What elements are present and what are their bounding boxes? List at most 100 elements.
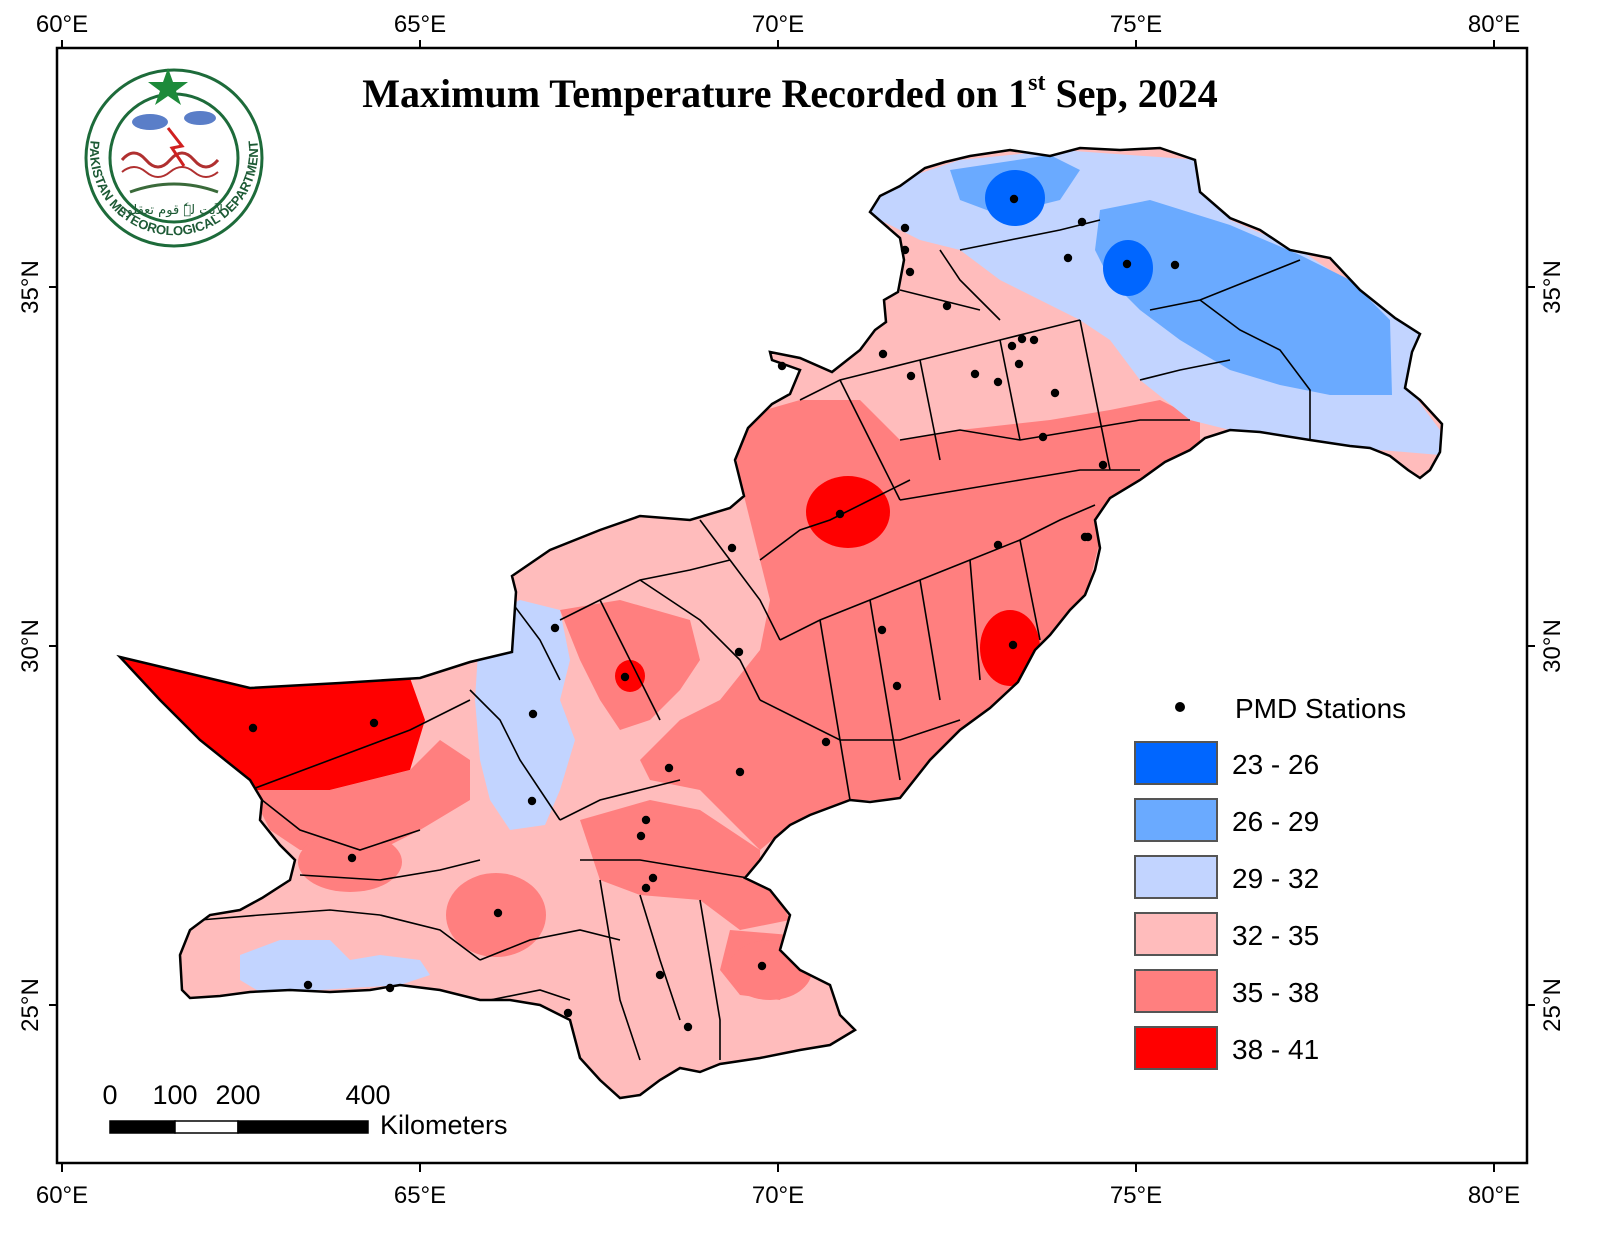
title-prefix: Maximum Temperature Recorded on 1 (362, 71, 1028, 116)
station-dot (727, 543, 737, 553)
district-line (639, 894, 681, 1021)
zone-38-41-west (120, 650, 425, 800)
station-dot (821, 737, 831, 747)
station-dot (620, 672, 630, 682)
legend-swatch (1134, 1026, 1218, 1070)
district-line (819, 619, 851, 801)
district-line (759, 479, 911, 561)
station-dot (900, 223, 910, 233)
lat-label-35-right: 35°N (1539, 260, 1566, 314)
logo-motto: لاَیت لہٗ قوم تعقلون (117, 202, 223, 218)
station-dot (1098, 460, 1108, 470)
zone-38-41-dikhan (806, 476, 890, 548)
district-line (899, 469, 1140, 501)
district-line (1139, 359, 1231, 381)
legend-class-label: 29 - 32 (1232, 863, 1319, 894)
district-line (699, 899, 721, 1060)
legend-swatch (1134, 855, 1218, 899)
station-dot (877, 625, 887, 635)
district-boundaries (199, 219, 1311, 1061)
district-line (899, 419, 1190, 441)
title-suffix: Sep, 2024 (1045, 71, 1217, 116)
lat-label-25-right: 25°N (1539, 978, 1566, 1032)
station-dot (1007, 341, 1017, 351)
legend-swatch (1134, 741, 1218, 785)
pakistan-outline (116, 146, 1444, 1100)
district-line (919, 359, 941, 461)
scale-segment-2 (174, 1120, 239, 1134)
zone-38-41-bahawalnagar (980, 610, 1040, 686)
station-dot (835, 509, 845, 519)
map-frame (55, 46, 1529, 1165)
district-line (1199, 299, 1311, 440)
station-dot (655, 970, 665, 980)
station-dot (757, 961, 767, 971)
station-dot (527, 796, 537, 806)
district-line (969, 559, 981, 681)
station-dot (993, 377, 1003, 387)
lon-label-60-bottom: 60°E (36, 1182, 88, 1209)
wave-icon-2 (121, 166, 219, 178)
lon-label-75-bottom: 75°E (1110, 1182, 1162, 1209)
lon-label-80-bottom: 80°E (1468, 1182, 1520, 1209)
zone-29-32-coast (240, 940, 430, 992)
legend-class-label: 38 - 41 (1232, 1034, 1319, 1065)
legend-swatch (1134, 969, 1218, 1013)
district-line (580, 859, 761, 881)
station-dot (1077, 217, 1087, 227)
station-dot (900, 245, 910, 255)
district-line (1079, 319, 1111, 471)
station-dot (735, 767, 745, 777)
scale-label-200: 200 (215, 1080, 260, 1110)
station-dot (1014, 359, 1024, 369)
station-dot (641, 883, 651, 893)
graticule-ticks (49, 40, 1535, 1172)
station-dot (636, 831, 646, 841)
station-dot (641, 815, 651, 825)
district-line (299, 859, 481, 881)
lon-label-60: 60°E (36, 11, 88, 38)
station-dot (347, 853, 357, 863)
lat-label-25: 25°N (17, 978, 44, 1032)
district-line (919, 579, 941, 701)
zone-26-29-north (950, 155, 1392, 395)
station-dot (1122, 259, 1132, 269)
station-legend-dot (1175, 702, 1185, 712)
lon-label-80: 80°E (1468, 11, 1520, 38)
district-line (839, 379, 901, 501)
zone-35-38-east (640, 400, 1200, 850)
district-line (509, 599, 561, 681)
station-dot (563, 1008, 573, 1018)
lon-label-75: 75°E (1110, 11, 1162, 38)
latitude-labels-left: 35°N 30°N 25°N (17, 260, 44, 1032)
legend-class-label: 26 - 29 (1232, 806, 1319, 837)
landscape-icon (129, 182, 219, 194)
legend: PMD Stations 23 - 26 26 - 29 29 - 32 32 - 3… (1134, 693, 1406, 1070)
longitude-labels-bottom: 60°E 65°E 70°E 75°E 80°E (36, 1182, 1520, 1209)
zone-29-32-kharan (475, 600, 575, 830)
district-line (759, 699, 961, 741)
station-dot (970, 369, 980, 379)
legend-classes: 23 - 26 26 - 29 29 - 32 32 - 35 35 - 38 38 - … (1134, 741, 1319, 1070)
district-line (559, 779, 681, 821)
scale-label-100: 100 (152, 1080, 197, 1110)
district-line (939, 249, 1001, 321)
district-line (639, 579, 761, 701)
station-dot (1170, 260, 1180, 270)
star-icon (148, 68, 188, 105)
district-line (899, 289, 981, 311)
legend-class-label: 35 - 38 (1232, 977, 1319, 1008)
station-dot (993, 540, 1003, 550)
station-dot (1038, 432, 1048, 442)
pmd-station-markers (248, 194, 1180, 1032)
lon-label-70: 70°E (752, 11, 804, 38)
legend-class-label: 32 - 35 (1232, 920, 1319, 951)
station-dot (1029, 335, 1039, 345)
station-dot (1063, 253, 1073, 263)
scale-segment-3 (237, 1120, 369, 1134)
district-line (261, 799, 421, 851)
station-dot (648, 873, 658, 883)
longitude-labels-top: 60°E 65°E 70°E 75°E 80°E (36, 11, 1520, 38)
pakistan-map (116, 146, 1444, 1100)
